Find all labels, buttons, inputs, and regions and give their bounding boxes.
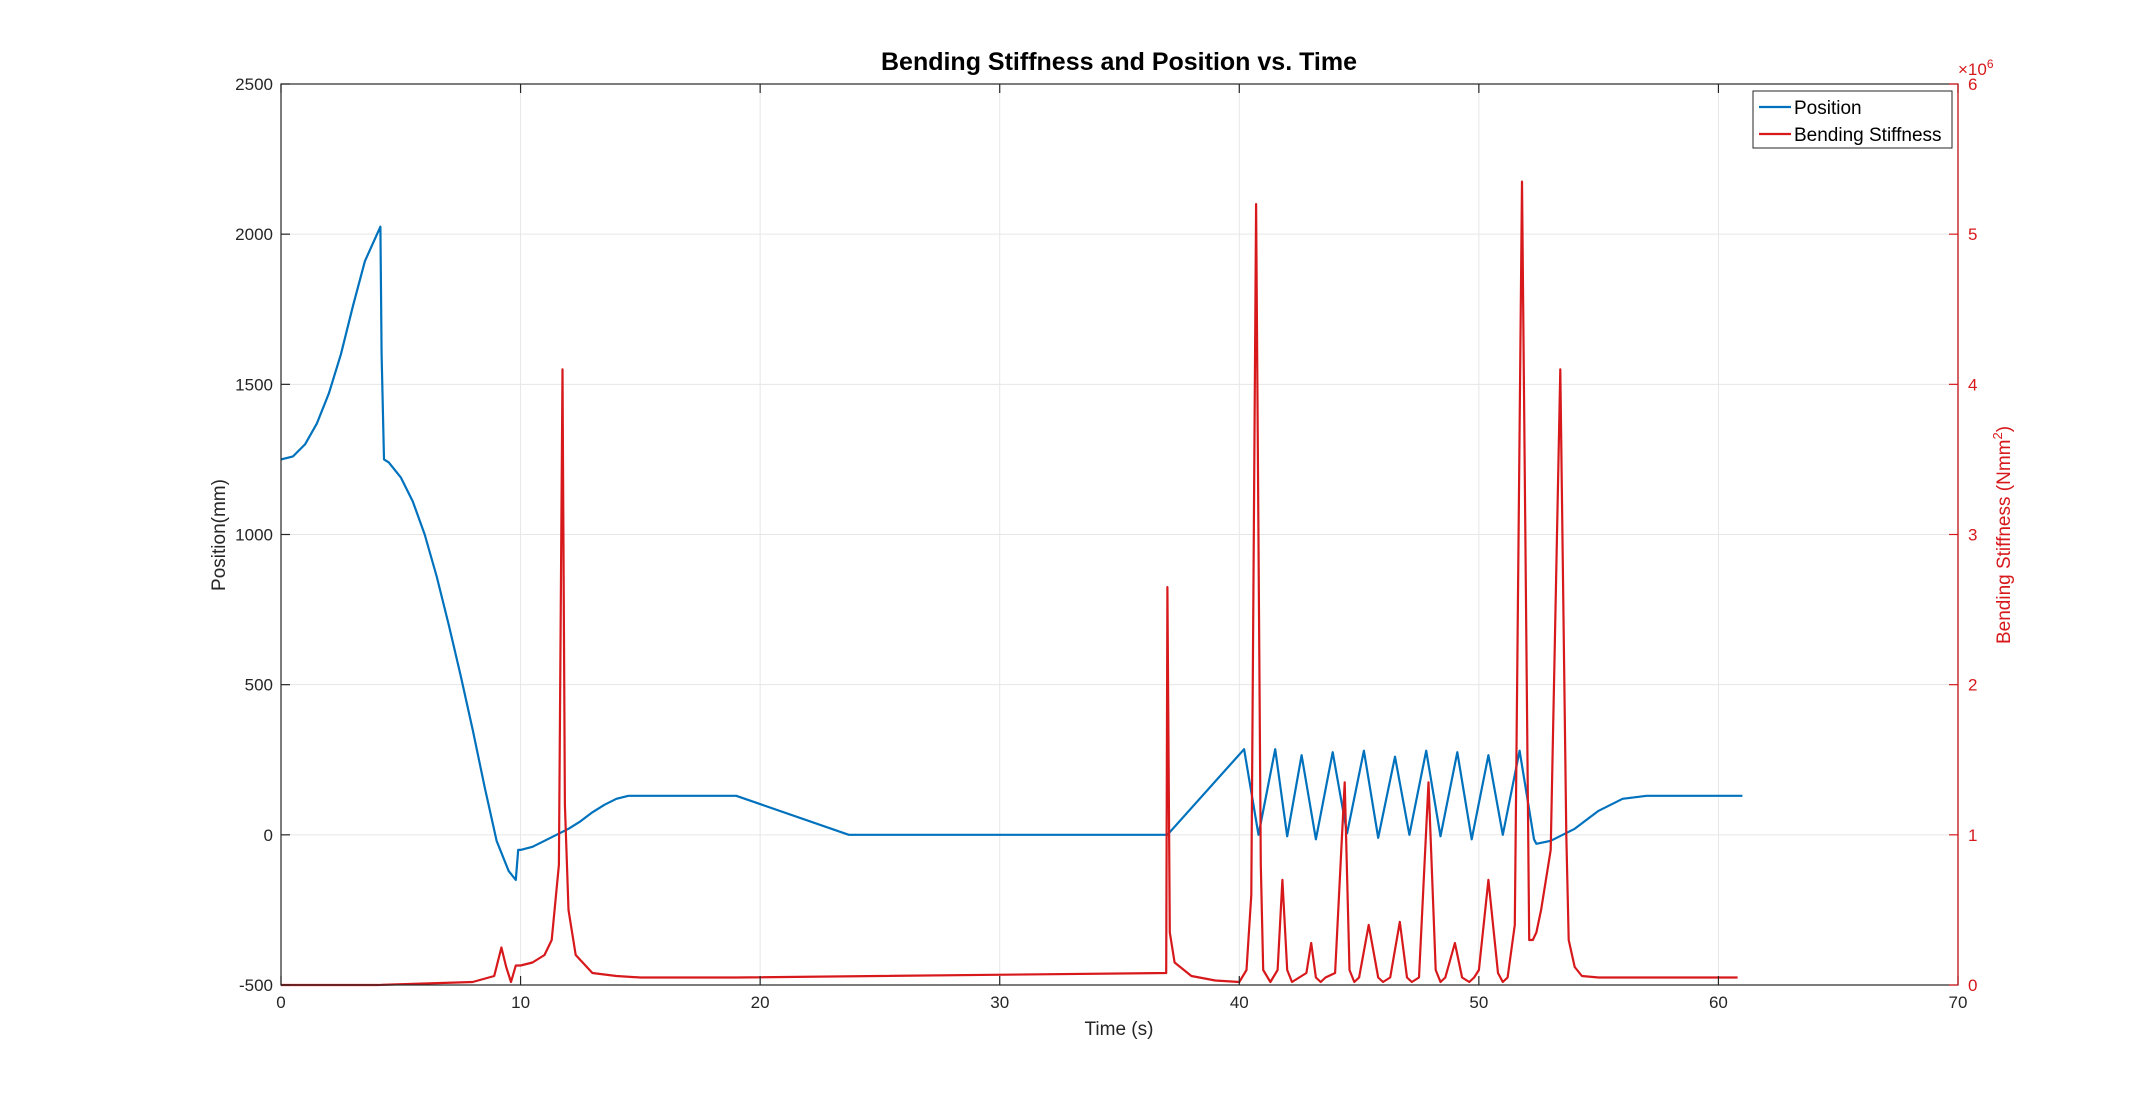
x-tick-label: 10 (511, 993, 530, 1012)
y-left-tick-label: 1500 (235, 375, 273, 394)
x-tick-label: 70 (1949, 993, 1968, 1012)
y-right-tick-label: 1 (1968, 826, 1977, 845)
x-tick-label: 30 (990, 993, 1009, 1012)
y-right-tick-label: 0 (1968, 976, 1977, 995)
y-left-tick-label: -500 (239, 976, 273, 995)
y-left-tick-label: 2000 (235, 225, 273, 244)
right-axis-exponent-power: 6 (1987, 57, 1994, 71)
y-right-tick-label: 3 (1968, 526, 1977, 545)
series-line-position (280, 225, 1743, 882)
legend-label-position: Position (1794, 98, 1862, 119)
y-right-axis-label: Bending Stiffness (Nmm2) (1990, 426, 2015, 644)
series-line-bending-stiffness (281, 180, 1738, 987)
legend-label-stiffness: Bending Stiffness (1794, 125, 1942, 146)
y-left-tick-label: 500 (245, 676, 273, 695)
right-axis-exponent-base: ×10 (1958, 60, 1987, 79)
y-right-tick-label: 6 (1968, 75, 1977, 94)
x-tick-label: 0 (276, 993, 285, 1012)
y-right-label-superscript: 2 (1990, 432, 2005, 439)
right-axis-exponent: ×106 (1958, 57, 1994, 79)
y-right-label-suffix: ) (1994, 426, 2015, 432)
series-layer (280, 180, 1743, 987)
x-tick-label: 40 (1230, 993, 1249, 1012)
legend: Position Bending Stiffness (1752, 90, 1953, 149)
x-axis-label: Time (s) (1085, 1019, 1154, 1040)
y-left-tick-label: 1000 (235, 526, 273, 545)
y-right-tick-label: 4 (1968, 375, 1977, 394)
y-right-tick-label: 5 (1968, 225, 1977, 244)
y-left-tick-label: 2500 (235, 75, 273, 94)
ticks: 0 10 20 30 40 50 60 70-500050010001500200025000… (235, 75, 1977, 1012)
y-left-tick-label: 0 (264, 826, 273, 845)
y-left-axis-label: Position(mm) (209, 479, 230, 591)
chart-title: Bending Stiffness and Position vs. Time (881, 48, 1357, 76)
x-tick-label: 50 (1469, 993, 1488, 1012)
y-right-tick-label: 2 (1968, 676, 1977, 695)
x-tick-label: 20 (751, 993, 770, 1012)
x-tick-label: 60 (1709, 993, 1728, 1012)
y-right-label-prefix: Bending Stiffness (Nmm (1994, 440, 2015, 645)
legend-box (1752, 90, 1953, 149)
